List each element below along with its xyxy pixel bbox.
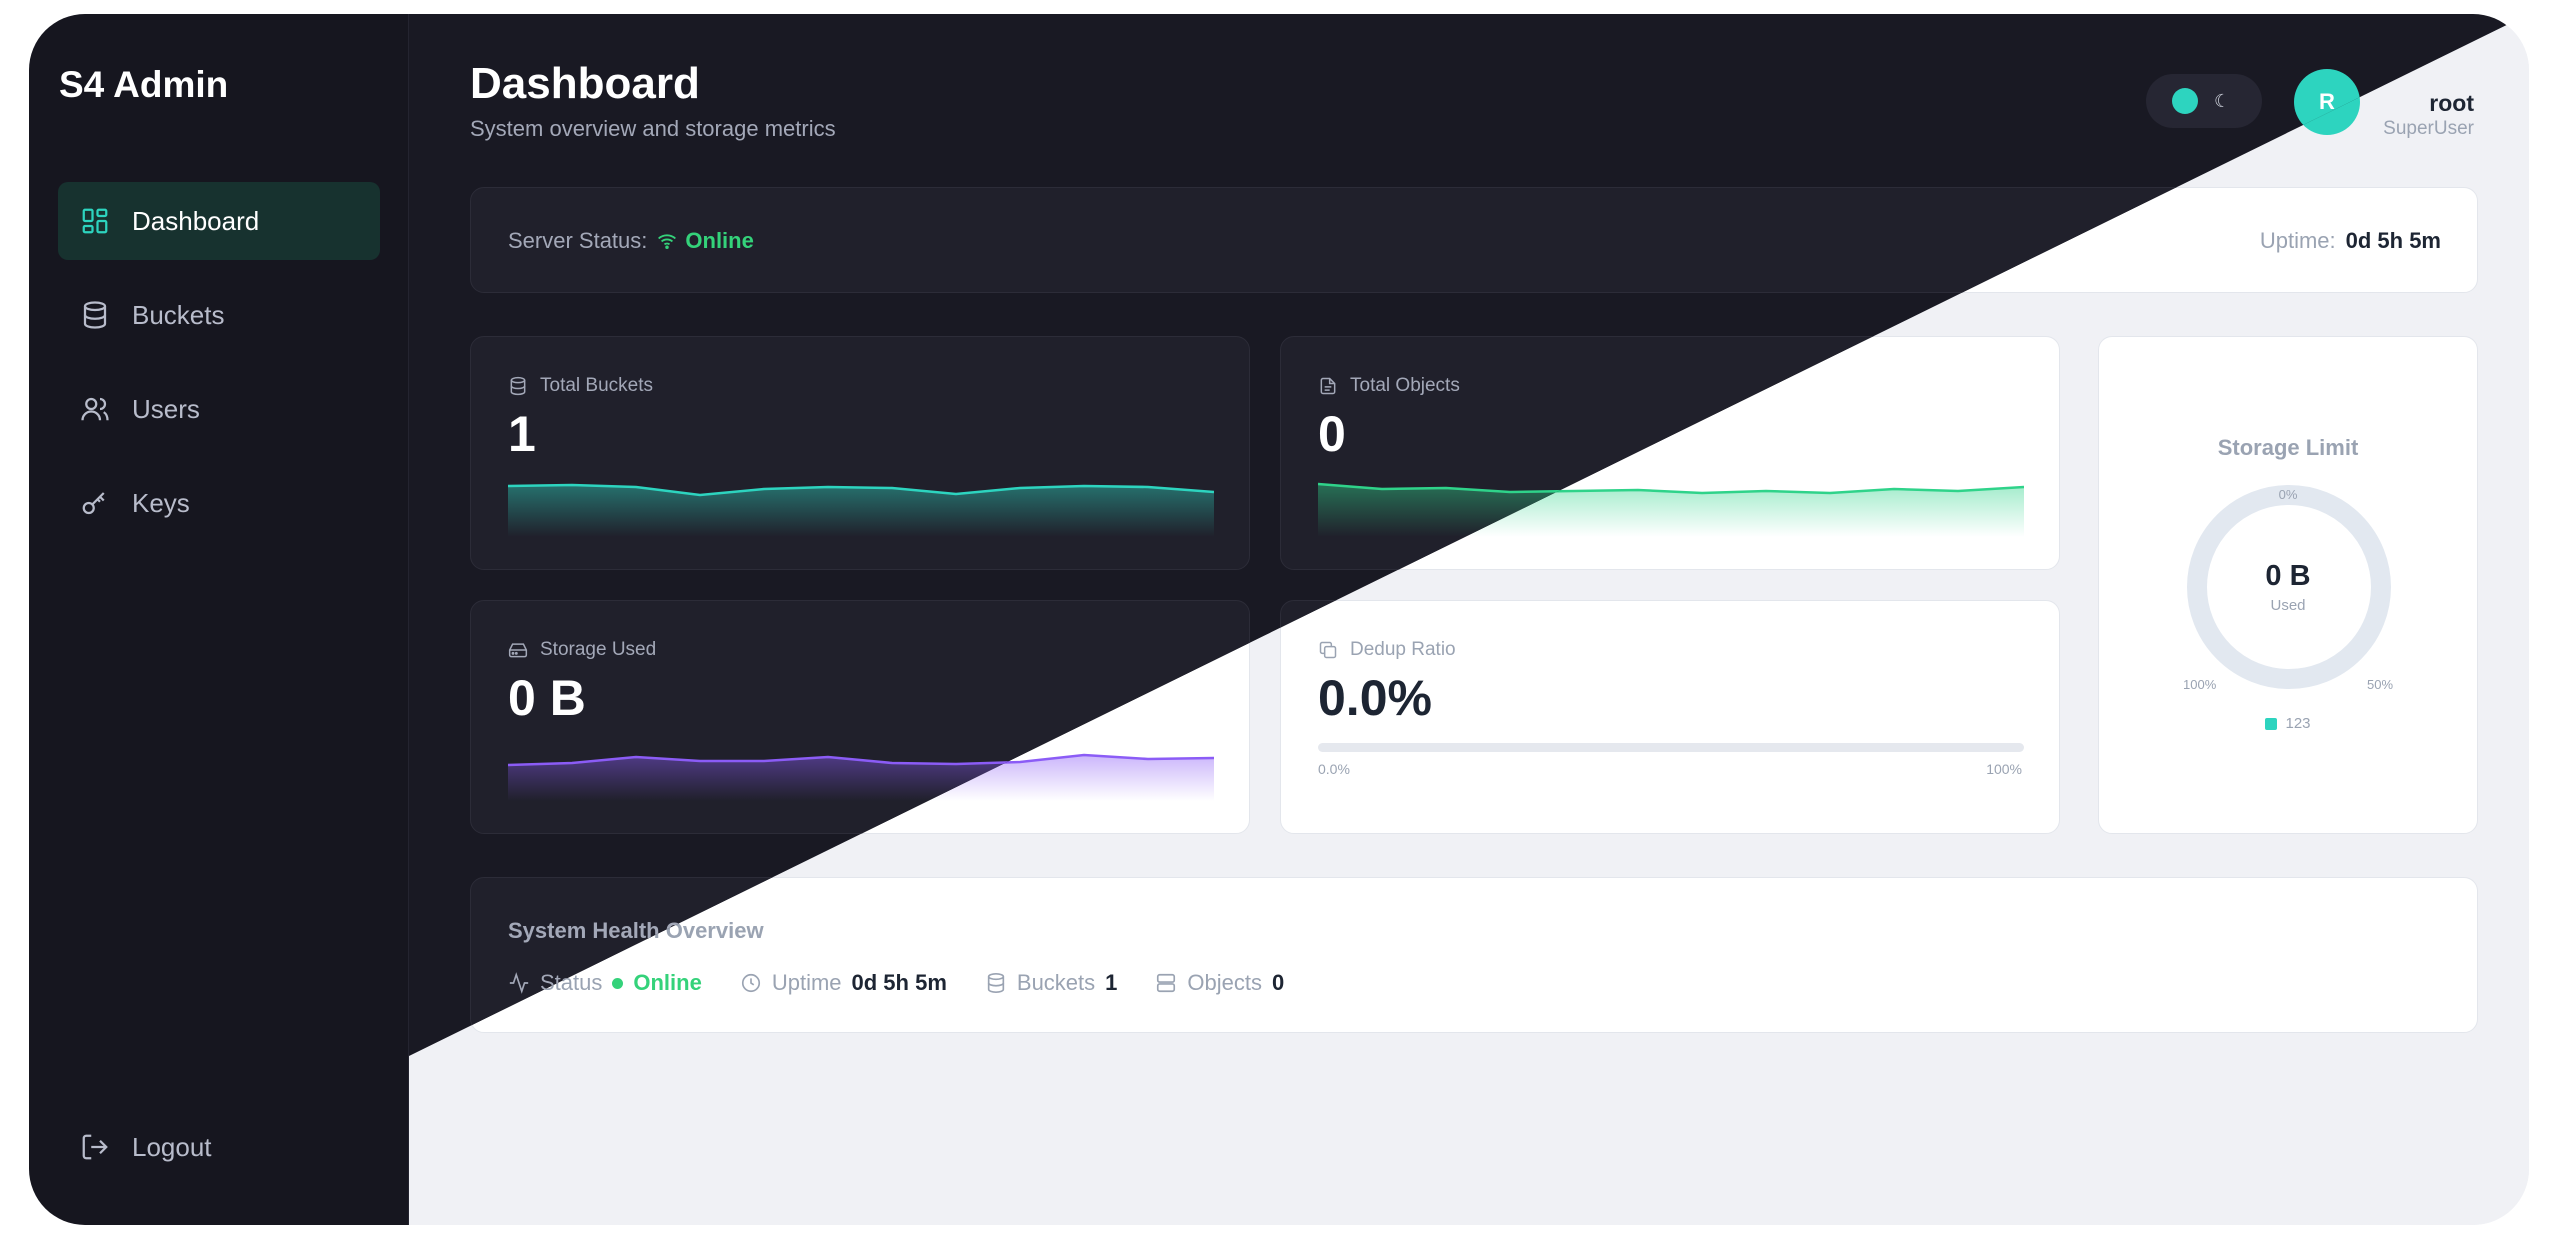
- sidebar-item-label: Dashboard: [132, 205, 260, 236]
- storage-limit-caption: Used: [2270, 597, 2306, 614]
- health-objects-label: Objects: [1187, 970, 1262, 995]
- total-objects-value: 0: [1318, 406, 1346, 462]
- dashboard-icon: [82, 208, 108, 234]
- sidebar-item-label: Buckets: [132, 299, 225, 330]
- dedup-max-label: 100%: [1986, 761, 2022, 777]
- file-icon: [1320, 377, 1336, 395]
- dedup-progress-bar: [1318, 743, 2024, 752]
- brand-logo: S4 Admin: [59, 64, 229, 105]
- total-buckets-label: Total Buckets: [540, 375, 653, 396]
- wifi-icon: [658, 234, 677, 249]
- uptime-value: 0d 5h 5m: [2345, 228, 2441, 253]
- health-objects-value: 0: [1272, 970, 1285, 995]
- dedup-ratio-label: Dedup Ratio: [1350, 639, 1456, 660]
- dedup-min-label: 0.0%: [1318, 761, 1350, 777]
- storage-used-value: 0 B: [508, 670, 586, 726]
- sidebar: S4 Admin Dashboard Buckets Users Keys Lo…: [29, 14, 409, 1225]
- storage-limit-card[interactable]: Storage Limit 0% 0 B Used 100% 50% 123: [2098, 336, 2478, 834]
- key-icon: [82, 492, 105, 515]
- clock-icon: [741, 973, 760, 993]
- sidebar-item-keys[interactable]: Keys: [58, 464, 380, 542]
- server-status: Server Status: Online: [508, 228, 754, 254]
- toggle-knob: [2172, 88, 2198, 114]
- sidebar-item-users[interactable]: Users: [58, 370, 380, 448]
- health-objects: Objects 0: [1155, 970, 1284, 996]
- health-uptime-value: 0d 5h 5m: [851, 970, 947, 995]
- gauge-tick-100: 100%: [2183, 677, 2217, 692]
- uptime: Uptime: 0d 5h 5m: [2260, 228, 2441, 254]
- total-buckets-value: 1: [508, 406, 536, 462]
- logout-label: Logout: [132, 1131, 212, 1162]
- logout-icon: [82, 1134, 108, 1160]
- total-buckets-sparkline: [508, 483, 1214, 537]
- sidebar-item-label: Users: [132, 393, 200, 424]
- legend-label: 123: [2285, 715, 2311, 732]
- moon-icon: ☾: [2214, 90, 2231, 111]
- app-window: S4 Admin Dashboard Buckets Users Keys Lo…: [29, 14, 2529, 1225]
- hard-drive-icon: [508, 643, 528, 658]
- health-uptime-label: Uptime: [771, 970, 842, 995]
- online-dot: [612, 977, 624, 989]
- system-health-card: System Health Overview Status Online Upt…: [470, 877, 2478, 1033]
- health-buckets-label: Buckets: [1016, 970, 1096, 995]
- user-name: root: [2429, 90, 2474, 116]
- uptime-label: Uptime:: [2259, 228, 2336, 253]
- gauge-tick-0: 0%: [2278, 487, 2298, 502]
- users-icon: [81, 397, 109, 421]
- database-icon: [987, 973, 1005, 993]
- sidebar-item-label: Keys: [132, 487, 190, 518]
- server-status-value: Online: [657, 228, 754, 254]
- server-icon: [1157, 973, 1176, 993]
- dedup-ratio-header: Dedup Ratio: [1318, 639, 1456, 661]
- health-uptime: Uptime 0d 5h 5m: [740, 970, 947, 996]
- sidebar-item-dashboard[interactable]: Dashboard: [58, 182, 380, 260]
- activity-icon: [509, 972, 529, 994]
- system-health-row: Status Online Uptime 0d 5h 5m Buckets 1: [508, 970, 1284, 996]
- server-status-text: Online: [685, 228, 754, 253]
- copy-icon: [1319, 641, 1337, 659]
- health-buckets: Buckets 1: [985, 970, 1118, 996]
- database-icon: [83, 301, 107, 329]
- storage-limit-title: Storage Limit: [2217, 435, 2359, 460]
- storage-used-label: Storage Used: [540, 639, 657, 660]
- page-title: Dashboard: [470, 59, 700, 108]
- dedup-ratio-value: 0.0%: [1318, 670, 1432, 726]
- storage-limit-value: 0 B: [2265, 560, 2311, 592]
- logout-button[interactable]: Logout: [58, 1108, 380, 1186]
- health-buckets-value: 1: [1105, 970, 1118, 995]
- total-buckets-card[interactable]: Total Buckets 1: [470, 336, 1250, 570]
- storage-used-header: Storage Used: [508, 639, 656, 661]
- total-objects-header: Total Objects: [1318, 375, 1460, 397]
- total-buckets-header: Total Buckets: [508, 375, 653, 397]
- server-status-label: Server Status:: [508, 228, 648, 253]
- page-subtitle: System overview and storage metrics: [470, 116, 836, 141]
- storage-limit-gauge: [2187, 485, 2391, 689]
- legend-swatch: [2265, 717, 2278, 730]
- gauge-tick-50: 50%: [2367, 677, 2394, 692]
- storage-limit-legend: 123: [2099, 715, 2477, 732]
- user-role: SuperUser: [2383, 118, 2474, 139]
- theme-toggle[interactable]: ☾: [2146, 74, 2262, 128]
- database-icon: [510, 376, 526, 396]
- sidebar-item-buckets[interactable]: Buckets: [58, 276, 380, 354]
- health-status-value: Online: [633, 970, 702, 995]
- total-objects-label: Total Objects: [1350, 375, 1460, 396]
- dedup-ratio-card[interactable]: Dedup Ratio 0.0% 0.0% 100%: [1280, 600, 2060, 834]
